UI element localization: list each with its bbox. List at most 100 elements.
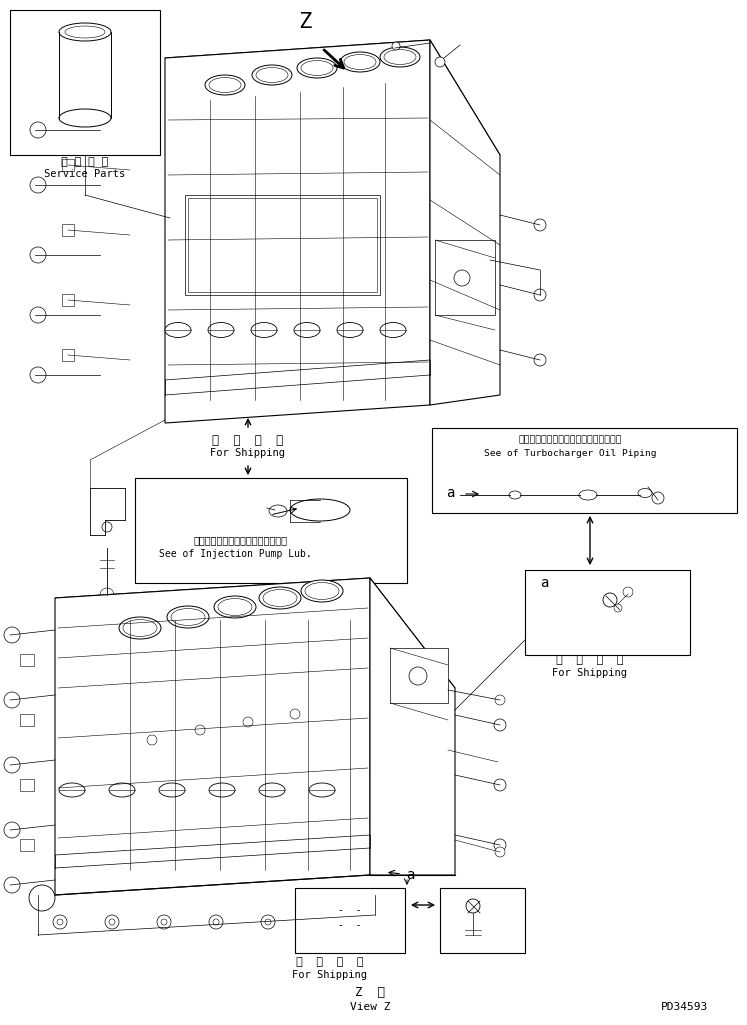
Bar — [435, 240, 495, 315]
Ellipse shape — [165, 323, 191, 337]
Text: ターボチャージャオイルパイピング参照: ターボチャージャオイルパイピング参照 — [518, 436, 622, 445]
Ellipse shape — [384, 49, 416, 65]
Circle shape — [603, 593, 617, 607]
Ellipse shape — [337, 323, 363, 337]
Circle shape — [57, 919, 63, 925]
Polygon shape — [55, 578, 455, 708]
Ellipse shape — [209, 783, 235, 797]
Text: インジェクションポンプルーブ参照: インジェクションポンプルーブ参照 — [193, 535, 287, 545]
Ellipse shape — [259, 587, 301, 609]
Ellipse shape — [171, 609, 205, 625]
Circle shape — [534, 354, 546, 366]
Circle shape — [147, 735, 157, 745]
Text: For Shipping: For Shipping — [293, 970, 368, 980]
Bar — [62, 294, 74, 306]
Ellipse shape — [214, 596, 256, 618]
Ellipse shape — [340, 52, 380, 72]
Text: View Z: View Z — [350, 1002, 390, 1012]
Circle shape — [466, 899, 480, 913]
Bar — [295, 888, 405, 953]
Circle shape — [495, 695, 505, 705]
Bar — [188, 198, 377, 292]
Text: For Shipping: For Shipping — [553, 668, 627, 678]
Ellipse shape — [309, 783, 335, 797]
Ellipse shape — [305, 582, 339, 600]
Ellipse shape — [59, 783, 85, 797]
Ellipse shape — [294, 323, 320, 337]
Polygon shape — [55, 578, 370, 895]
Bar — [440, 888, 525, 953]
Bar — [62, 348, 74, 361]
Bar — [20, 779, 34, 791]
Circle shape — [209, 915, 223, 929]
Circle shape — [157, 915, 171, 929]
Bar — [185, 195, 380, 295]
Polygon shape — [165, 40, 500, 173]
Circle shape — [213, 919, 219, 925]
Polygon shape — [370, 578, 455, 875]
Text: PD34593: PD34593 — [661, 1002, 709, 1012]
Polygon shape — [430, 40, 500, 405]
Ellipse shape — [579, 490, 597, 500]
Circle shape — [494, 839, 506, 851]
Bar — [62, 224, 74, 236]
Ellipse shape — [252, 65, 292, 85]
Ellipse shape — [344, 54, 376, 70]
Circle shape — [29, 885, 55, 911]
Text: a: a — [406, 868, 414, 882]
Ellipse shape — [301, 60, 333, 76]
Text: a: a — [540, 576, 548, 590]
Circle shape — [102, 522, 112, 532]
Circle shape — [614, 604, 622, 612]
Text: a: a — [446, 486, 454, 500]
Circle shape — [435, 57, 445, 67]
Bar — [20, 839, 34, 851]
Polygon shape — [165, 40, 430, 423]
Ellipse shape — [167, 606, 209, 628]
Circle shape — [495, 847, 505, 857]
Ellipse shape — [205, 75, 245, 95]
Bar — [432, 428, 737, 512]
Ellipse shape — [159, 783, 185, 797]
Circle shape — [534, 219, 546, 231]
Circle shape — [313, 915, 327, 929]
Circle shape — [265, 919, 271, 925]
Circle shape — [30, 122, 46, 138]
Ellipse shape — [59, 23, 111, 41]
Circle shape — [494, 779, 506, 791]
Circle shape — [261, 915, 275, 929]
Bar — [100, 594, 114, 615]
Ellipse shape — [263, 589, 297, 607]
Text: For Shipping: For Shipping — [211, 448, 285, 458]
Circle shape — [30, 177, 46, 193]
Circle shape — [4, 877, 20, 893]
Text: -  -: - - — [338, 905, 362, 915]
Text: Z  視: Z 視 — [355, 986, 385, 999]
Text: 運  携  部  品: 運 携 部 品 — [212, 434, 284, 447]
Circle shape — [195, 725, 205, 735]
Bar — [135, 478, 407, 583]
Bar — [10, 10, 160, 155]
Bar — [20, 654, 34, 666]
Circle shape — [53, 915, 67, 929]
Ellipse shape — [269, 505, 287, 517]
Ellipse shape — [109, 783, 135, 797]
Bar — [20, 714, 34, 726]
Circle shape — [109, 919, 115, 925]
Circle shape — [30, 367, 46, 383]
Circle shape — [290, 709, 300, 719]
Circle shape — [4, 692, 20, 708]
Circle shape — [494, 719, 506, 731]
Ellipse shape — [301, 580, 343, 602]
Text: -  -: - - — [338, 920, 362, 930]
Ellipse shape — [119, 617, 161, 639]
Ellipse shape — [259, 783, 285, 797]
Text: Z: Z — [298, 12, 311, 32]
Text: Service Parts: Service Parts — [44, 169, 125, 179]
Ellipse shape — [380, 47, 420, 67]
Circle shape — [4, 822, 20, 838]
Ellipse shape — [380, 323, 406, 337]
Circle shape — [317, 919, 323, 925]
Ellipse shape — [208, 323, 234, 337]
Text: 運  携  部  品: 運 携 部 品 — [557, 655, 624, 665]
